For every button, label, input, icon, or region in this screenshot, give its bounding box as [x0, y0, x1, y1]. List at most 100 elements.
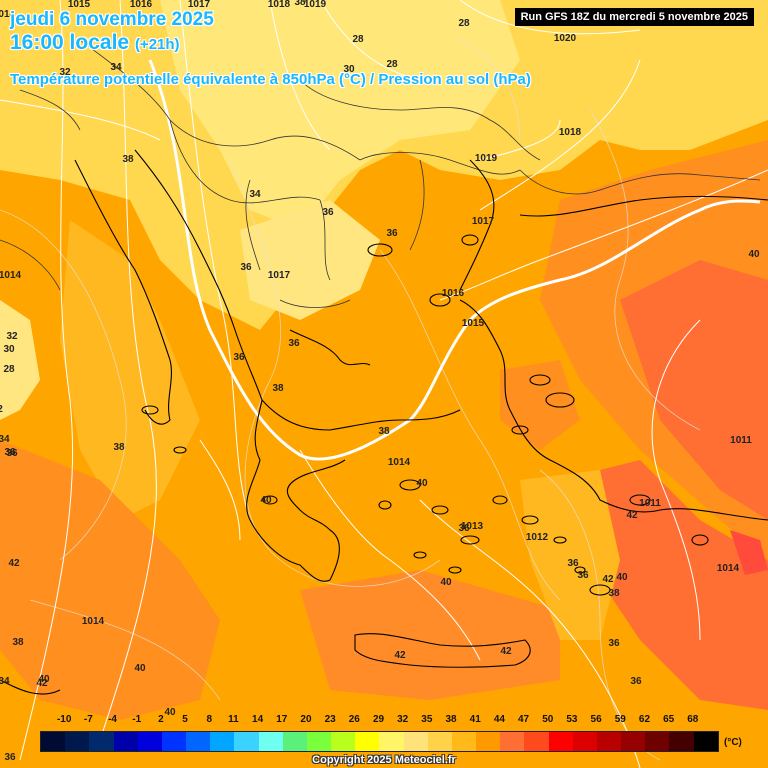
legend-tick-label: 62 — [638, 714, 651, 725]
legend-swatch — [379, 732, 404, 751]
legend-swatch — [524, 732, 549, 751]
field-crete-dark — [300, 570, 560, 700]
temperature-value-label: 36 — [608, 638, 620, 649]
legend-swatch — [210, 732, 235, 751]
legend-color-bar — [40, 731, 719, 752]
pressure-value-label: 1019 — [475, 153, 498, 164]
temperature-value-label: 34 — [110, 62, 122, 73]
bold-isobar — [148, 59, 761, 461]
copyright-text: Copyright 2025 Meteociel.fr — [312, 754, 456, 766]
legend-tick-label: 35 — [421, 714, 433, 725]
pressure-value-label: 1018 — [559, 127, 582, 138]
legend-tick-label: 65 — [663, 714, 675, 725]
legend-swatch — [476, 732, 501, 751]
temperature-value-label: 34 — [0, 676, 10, 687]
temperature-value-label: 28 — [3, 364, 15, 375]
legend-swatch — [403, 732, 428, 751]
field-hotspot — [730, 530, 768, 575]
forecast-date: jeudi 6 novembre 2025 — [10, 9, 214, 30]
pressure-value-label: 1012 — [526, 532, 549, 543]
legend-ticks: -10 -7 -4 -1 2 5 8 11 14 17 20 23 26 29 32 35 38 41 44 47 50… — [0, 714, 768, 728]
pressure-value-label: 1011 — [730, 435, 752, 446]
legend-swatch — [161, 732, 187, 751]
pressure-value-label: 1011 — [639, 498, 661, 509]
legend-swatch — [645, 732, 670, 751]
temperature-value-label: 40 — [440, 577, 452, 588]
pressure-value-label: 1014 — [0, 9, 16, 20]
field-italy-orange — [60, 220, 200, 520]
temperature-value-label: 38 — [122, 154, 134, 165]
field-balkan-pale — [240, 200, 380, 320]
field-north-pale — [160, 0, 520, 230]
temperature-value-label: 42 — [8, 558, 20, 569]
legend-tick-label: 38 — [445, 714, 457, 725]
temperature-value-label: 38 — [608, 588, 620, 599]
temperature-value-label: 38 — [12, 637, 24, 648]
pressure-value-label: 1013 — [461, 521, 484, 532]
temperature-value-label: 40 — [416, 478, 428, 489]
pressure-value-label: 1019 — [304, 0, 327, 10]
temperature-value-label: 32 — [59, 67, 71, 78]
legend-swatch — [355, 732, 380, 751]
temperature-value-label: 36 — [288, 338, 300, 349]
temperature-value-label: 36 — [567, 558, 579, 569]
legend-swatch — [113, 732, 138, 751]
temperature-value-label: 38 — [272, 383, 284, 394]
temperature-value-label: 34 — [0, 434, 10, 445]
legend-swatch — [41, 732, 66, 751]
legend-swatch — [693, 732, 718, 751]
pressure-value-label: 1014 — [82, 616, 105, 627]
pressure-value-label: 1015 — [462, 318, 485, 329]
legend-swatch — [621, 732, 646, 751]
legend-swatch — [572, 732, 597, 751]
coastlines — [0, 149, 768, 695]
pressure-value-label: 1014 — [717, 563, 740, 574]
temperature-value-label: 42 — [36, 678, 48, 689]
temperature-value-label: 38 — [294, 0, 306, 8]
pressure-value-label: 1016 — [442, 288, 465, 299]
temperature-value-label: 42 — [626, 510, 638, 521]
legend-tick-label: 5 — [182, 714, 188, 725]
temperature-value-label: 40 — [164, 707, 176, 718]
temperature-value-label: 40 — [616, 572, 628, 583]
temperature-value-label: 38 — [113, 442, 125, 453]
legend-tick-label: 59 — [614, 714, 626, 725]
temperature-value-label: 36 — [386, 228, 398, 239]
temperature-value-label: 38 — [378, 426, 390, 437]
legend-tick-label: 29 — [372, 714, 385, 725]
legend-swatch — [65, 732, 90, 751]
legend-tick-label: 50 — [542, 714, 554, 725]
run-info-box: Run GFS 18Z du mercredi 5 novembre 2025 — [514, 8, 754, 26]
legend-swatch — [186, 732, 211, 751]
legend-tick-label: 17 — [276, 714, 288, 725]
pressure-value-label: 1018 — [268, 0, 291, 10]
legend-tick-label: 8 — [206, 714, 213, 725]
temperature-value-label: 32 — [6, 331, 18, 342]
legend-swatch — [669, 732, 694, 751]
temperature-value-label: 36 — [4, 752, 16, 763]
legend-tick-label: 53 — [566, 714, 578, 725]
forecast-time: 16:00 locale (+21h) — [10, 31, 180, 55]
legend-tick-label: 14 — [252, 714, 264, 725]
field-west-pale — [0, 300, 40, 420]
country-borders — [0, 39, 761, 308]
legend-tick-label: 20 — [300, 714, 312, 725]
field-east-red — [620, 260, 768, 520]
legend-swatch — [451, 732, 477, 751]
legend-tick-label: 41 — [469, 714, 481, 725]
forecast-time-value: 16:00 locale — [10, 31, 130, 54]
temperature-value-label: 40 — [260, 495, 272, 506]
temperature-value-label: 30 — [343, 64, 355, 75]
legend-tick-label: -10 — [56, 714, 72, 725]
pressure-value-label: 1017 — [188, 0, 211, 10]
temperature-value-label: 34 — [249, 189, 261, 200]
legend-swatch — [89, 732, 114, 751]
temperature-value-label: 2 — [0, 404, 3, 415]
legend-tick-label: 23 — [324, 714, 336, 725]
field-southeast-red — [560, 460, 768, 710]
legend-tick-label: 26 — [348, 714, 360, 725]
parameter-title: Température potentielle équivalente à 85… — [10, 71, 531, 88]
